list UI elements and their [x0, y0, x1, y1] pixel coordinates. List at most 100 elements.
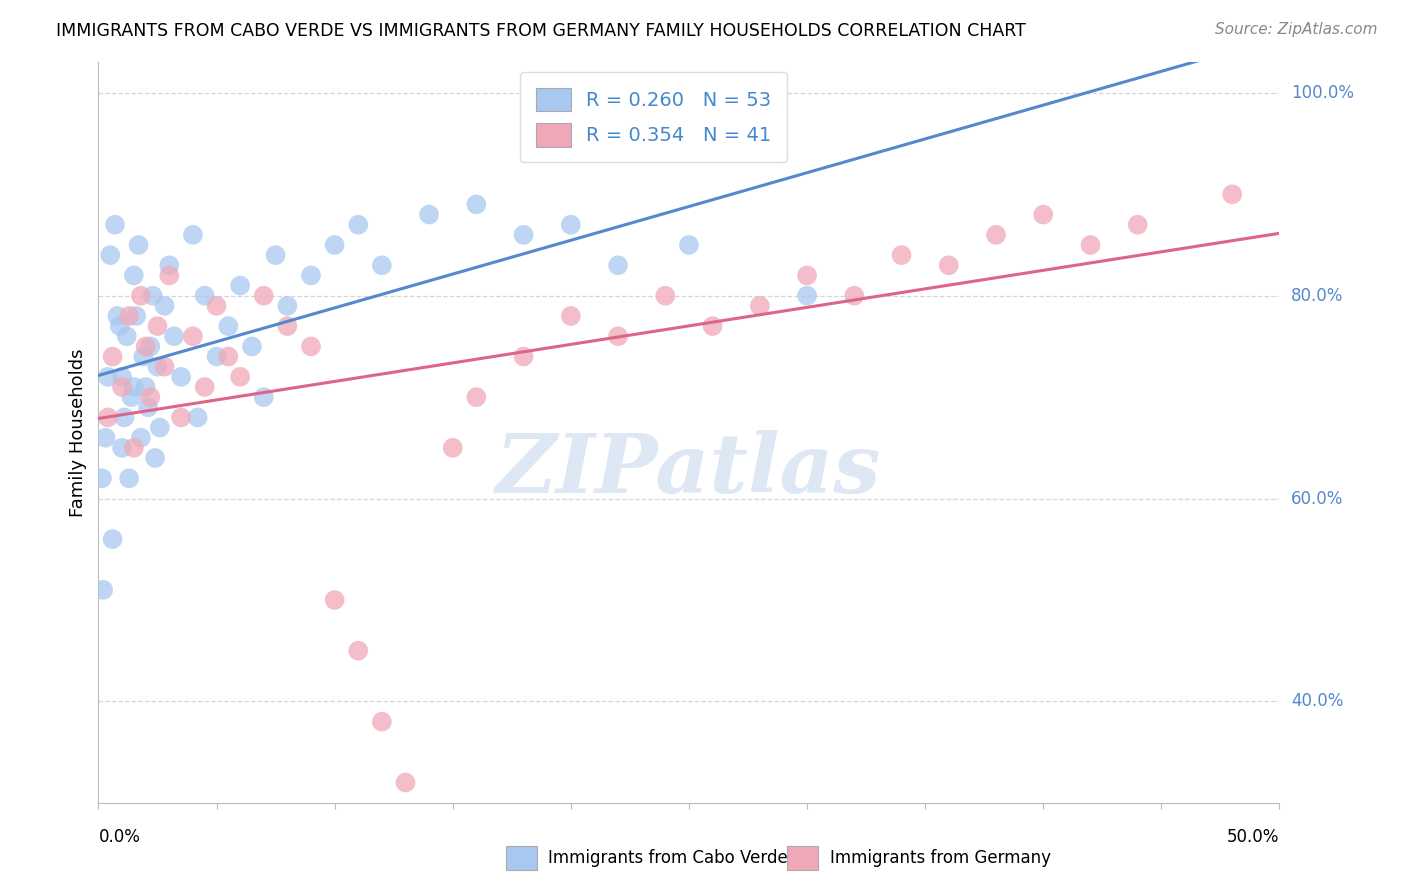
Point — [796, 268, 818, 283]
Point — [607, 258, 630, 272]
Point — [654, 289, 676, 303]
Point — [938, 258, 960, 272]
Point — [984, 227, 1007, 242]
Point — [465, 390, 488, 404]
Point — [170, 410, 193, 425]
Point — [135, 339, 157, 353]
Point — [371, 714, 394, 729]
Text: 40.0%: 40.0% — [1291, 692, 1344, 710]
Point — [111, 380, 134, 394]
Point — [276, 299, 298, 313]
Point — [678, 238, 700, 252]
Point — [91, 582, 114, 597]
Point — [418, 208, 440, 222]
Point — [181, 329, 204, 343]
Text: 100.0%: 100.0% — [1291, 84, 1354, 102]
Point — [115, 329, 138, 343]
Point — [1220, 187, 1243, 202]
Point — [94, 431, 117, 445]
Point — [181, 227, 204, 242]
Point — [91, 471, 114, 485]
Point — [122, 380, 145, 394]
Point — [149, 420, 172, 434]
Point — [129, 289, 152, 303]
Text: 80.0%: 80.0% — [1291, 286, 1344, 305]
Point — [512, 350, 534, 364]
Point — [796, 289, 818, 303]
Point — [253, 289, 276, 303]
Point — [229, 369, 252, 384]
Point — [163, 329, 186, 343]
Point — [153, 359, 176, 374]
Text: Immigrants from Germany: Immigrants from Germany — [830, 849, 1050, 867]
Text: Source: ZipAtlas.com: Source: ZipAtlas.com — [1215, 22, 1378, 37]
Point — [229, 278, 252, 293]
Point — [205, 350, 228, 364]
Point — [323, 593, 346, 607]
Point — [128, 238, 150, 252]
Text: 0.0%: 0.0% — [98, 828, 141, 847]
Point — [153, 299, 176, 313]
Point — [118, 471, 141, 485]
Point — [299, 268, 322, 283]
Point — [104, 218, 127, 232]
Point — [108, 319, 131, 334]
Point — [890, 248, 912, 262]
Point — [323, 238, 346, 252]
Point — [844, 289, 866, 303]
Point — [111, 369, 134, 384]
Point — [118, 309, 141, 323]
Point — [142, 289, 165, 303]
Point — [97, 369, 120, 384]
Point — [112, 410, 135, 425]
Point — [1032, 208, 1054, 222]
Point — [217, 319, 239, 334]
Point — [101, 532, 124, 546]
Legend: R = 0.260   N = 53, R = 0.354   N = 41: R = 0.260 N = 53, R = 0.354 N = 41 — [520, 72, 787, 162]
Point — [139, 339, 162, 353]
Point — [607, 329, 630, 343]
Point — [121, 390, 143, 404]
Point — [157, 258, 180, 272]
Point — [371, 258, 394, 272]
Point — [129, 431, 152, 445]
Point — [205, 299, 228, 313]
Point — [122, 441, 145, 455]
FancyBboxPatch shape — [506, 847, 537, 870]
Point — [136, 401, 159, 415]
Point — [560, 309, 582, 323]
Text: 50.0%: 50.0% — [1227, 828, 1279, 847]
Point — [98, 248, 121, 262]
Point — [170, 369, 193, 384]
Point — [194, 380, 217, 394]
Point — [465, 197, 488, 211]
Text: IMMIGRANTS FROM CABO VERDE VS IMMIGRANTS FROM GERMANY FAMILY HOUSEHOLDS CORRELAT: IMMIGRANTS FROM CABO VERDE VS IMMIGRANTS… — [56, 22, 1026, 40]
Point — [122, 268, 145, 283]
Point — [146, 319, 169, 334]
Point — [101, 350, 124, 364]
Point — [560, 218, 582, 232]
Point — [139, 390, 162, 404]
Y-axis label: Family Households: Family Households — [69, 349, 87, 516]
Point — [253, 390, 276, 404]
Point — [105, 309, 128, 323]
Point — [276, 319, 298, 334]
Point — [125, 309, 148, 323]
Point — [217, 350, 239, 364]
Text: Immigrants from Cabo Verde: Immigrants from Cabo Verde — [548, 849, 789, 867]
Point — [135, 380, 157, 394]
Point — [748, 299, 770, 313]
Point — [111, 441, 134, 455]
Point — [347, 218, 370, 232]
Text: ZIPatlas: ZIPatlas — [496, 430, 882, 509]
Point — [702, 319, 724, 334]
Text: 60.0%: 60.0% — [1291, 490, 1344, 508]
Point — [146, 359, 169, 374]
Point — [347, 643, 370, 657]
Point — [264, 248, 287, 262]
Point — [132, 350, 155, 364]
FancyBboxPatch shape — [787, 847, 818, 870]
Point — [1080, 238, 1102, 252]
Point — [143, 450, 166, 465]
Point — [299, 339, 322, 353]
